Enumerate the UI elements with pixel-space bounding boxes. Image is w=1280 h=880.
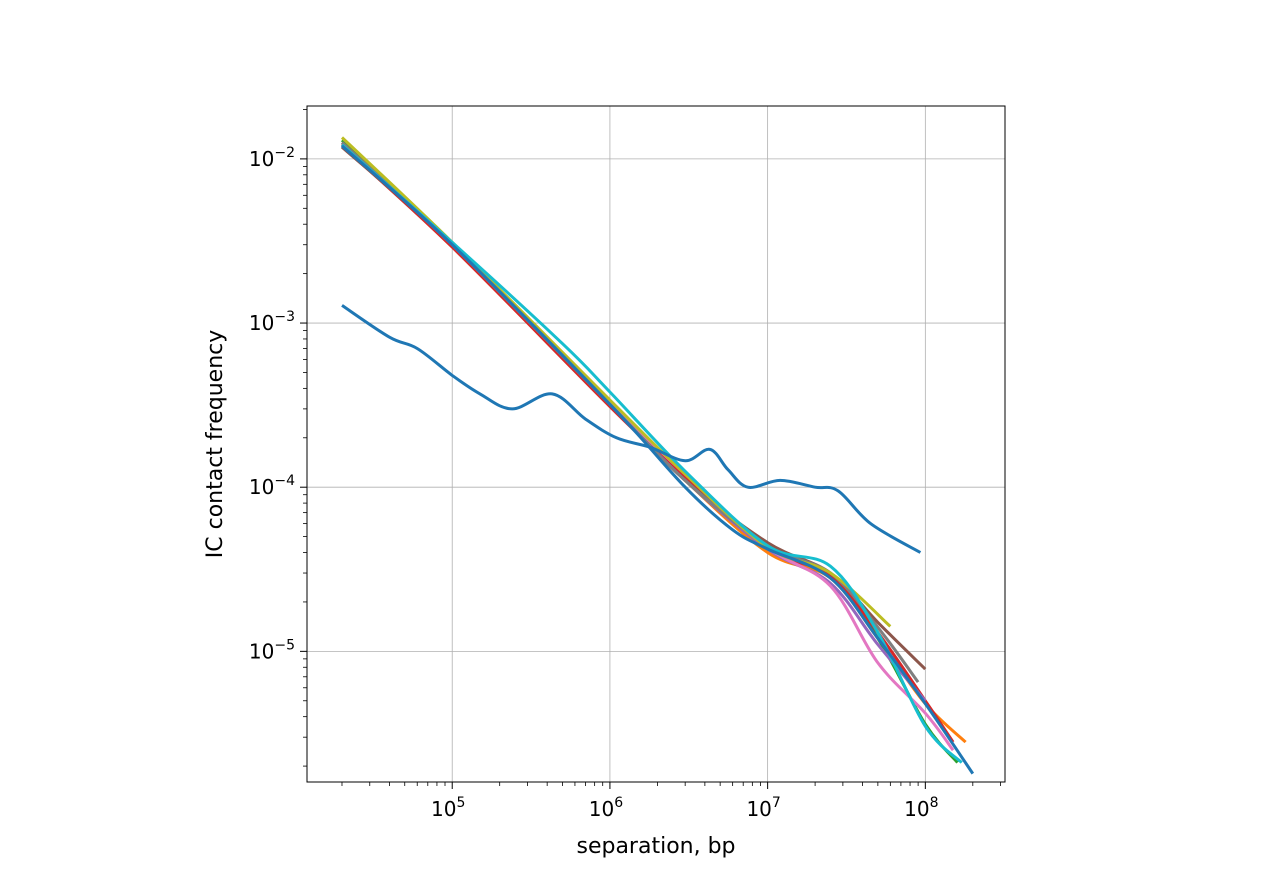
series-layer	[340, 136, 975, 775]
y-tick-label: 10−2	[249, 145, 295, 171]
grid	[307, 106, 1005, 782]
series-line-8	[340, 136, 892, 628]
ticks: 105 106 107 108 10−2 10−3 10−4 10−5	[249, 109, 1001, 821]
y-axis-label: IC contact frequency	[203, 330, 228, 559]
series-line-2	[340, 139, 959, 764]
y-tick-label: 10−4	[249, 473, 295, 499]
x-tick-label: 106	[589, 795, 623, 821]
x-tick-label: 107	[746, 795, 780, 821]
x-tick-label: 108	[904, 795, 938, 821]
x-axis-label: separation, bp	[576, 834, 735, 859]
y-tick-label: 10−5	[249, 637, 295, 663]
y-tick-label: 10−3	[249, 309, 295, 335]
plot-frame	[306, 105, 1006, 783]
series-line-9	[341, 143, 963, 764]
series-line-11	[340, 144, 975, 775]
x-tick-label: 105	[431, 795, 465, 821]
